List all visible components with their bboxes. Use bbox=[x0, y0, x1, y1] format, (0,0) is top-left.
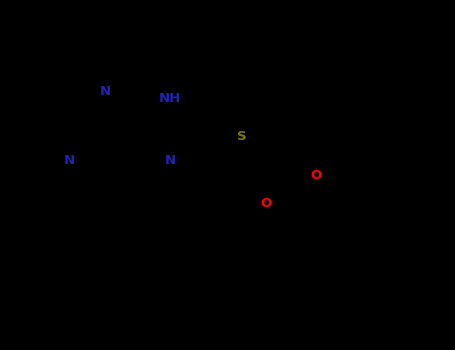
Text: O: O bbox=[310, 168, 322, 182]
Text: S: S bbox=[237, 130, 247, 143]
Text: N: N bbox=[64, 154, 75, 167]
Text: N: N bbox=[164, 154, 176, 167]
Text: O: O bbox=[260, 197, 272, 210]
Text: NH: NH bbox=[159, 92, 181, 105]
Text: N: N bbox=[100, 85, 111, 98]
